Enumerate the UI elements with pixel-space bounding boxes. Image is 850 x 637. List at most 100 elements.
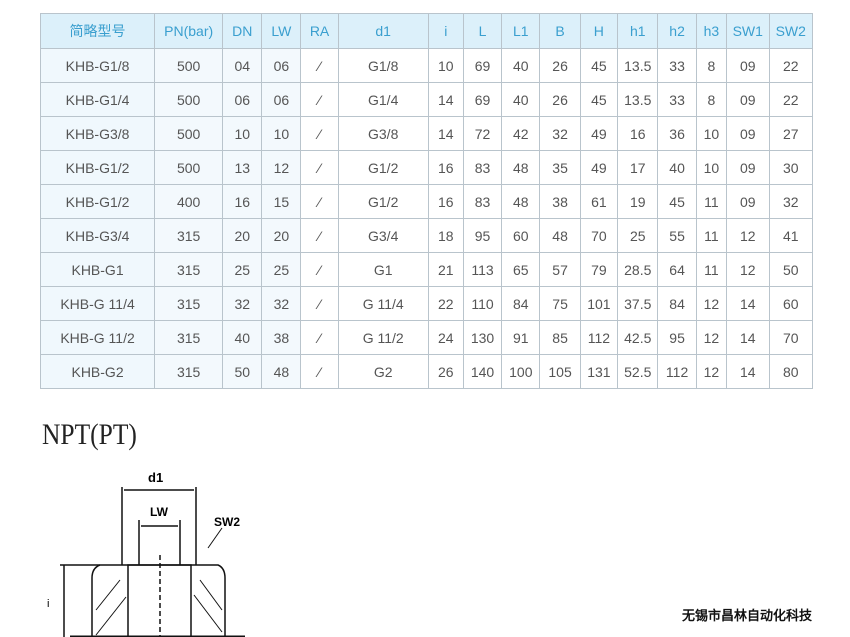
table-cell: 85 [539, 320, 581, 355]
table-cell: 500 [154, 82, 224, 117]
table-cell: 315 [154, 320, 224, 355]
table-cell: 09 [726, 150, 770, 185]
table-cell: 140 [462, 354, 503, 389]
table-cell: 14 [726, 286, 770, 321]
table-cell: 12 [695, 320, 728, 355]
table-cell: 14 [726, 320, 770, 355]
column-header: i [427, 13, 464, 49]
table-cell: 315 [154, 252, 224, 287]
table-cell: 84 [657, 286, 697, 321]
table-cell: 100 [501, 354, 541, 389]
table-cell: KHB-G1/2 [39, 184, 156, 219]
table-cell: 105 [539, 354, 581, 389]
lw-label: LW [150, 505, 169, 519]
table-cell: 09 [726, 184, 770, 219]
table-cell: 33 [657, 82, 697, 117]
table-cell: 04 [222, 48, 263, 83]
table-cell: 25 [617, 218, 659, 253]
table-cell: 65 [501, 252, 541, 287]
column-header: h3 [695, 13, 728, 49]
table-cell: 315 [154, 218, 224, 253]
table-cell: 19 [617, 184, 659, 219]
table-cell: ⁄ [300, 150, 339, 185]
table-cell: 12 [695, 354, 728, 389]
table-cell: G 11/2 [337, 320, 429, 355]
table-cell: ⁄ [300, 116, 339, 151]
table-cell: 50 [222, 354, 263, 389]
table-cell: 45 [579, 82, 619, 117]
table-cell: 40 [222, 320, 263, 355]
table-cell: 48 [501, 184, 541, 219]
column-header: d1 [337, 13, 429, 49]
table-cell: 12 [726, 252, 770, 287]
table-row: KHB-G1/2 500 13 12 ⁄ G1/2 16 83 48 35 49 17 40 10 09 30 [39, 150, 813, 185]
table-cell: 14 [726, 354, 770, 389]
table-row: KHB-G1/2 400 16 15 ⁄ G1/2 16 83 48 38 61 19 45 11 09 32 [39, 184, 813, 219]
table-cell: 10 [695, 116, 728, 151]
table-cell: 11 [695, 218, 728, 253]
table-cell: 61 [579, 184, 619, 219]
table-cell: 18 [427, 218, 464, 253]
table-cell: 12 [726, 218, 770, 253]
table-cell: 55 [657, 218, 697, 253]
table-cell: 17 [617, 150, 659, 185]
table-cell: 91 [501, 320, 541, 355]
column-header: SW1 [726, 13, 770, 49]
table-cell: 06 [222, 82, 263, 117]
table-cell: G3/8 [337, 116, 429, 151]
table-cell: 20 [222, 218, 263, 253]
table-cell: G1/4 [337, 82, 429, 117]
table-cell: 49 [579, 150, 619, 185]
table-cell: 84 [501, 286, 541, 321]
table-cell: 16 [617, 116, 659, 151]
table-cell: 14 [427, 82, 464, 117]
section-title: NPT(PT) [42, 418, 137, 451]
column-header: RA [300, 13, 339, 49]
table-cell: G1 [337, 252, 429, 287]
table-cell: 40 [501, 48, 541, 83]
table-cell: ⁄ [300, 252, 339, 287]
table-cell: 21 [427, 252, 464, 287]
table-row: KHB-G2 315 50 48 ⁄ G2 26 140 100 105 131 52.5 112 12 1… [39, 354, 813, 389]
table-cell: 14 [427, 116, 464, 151]
table-row: KHB-G1 315 25 25 ⁄ G1 21 113 65 57 79 28.5 64 11 12 50 [39, 252, 813, 287]
table-cell: 79 [579, 252, 619, 287]
table-cell: ⁄ [300, 286, 339, 321]
table-cell: 45 [579, 48, 619, 83]
table-cell: 400 [154, 184, 224, 219]
table-cell: KHB-G2 [39, 354, 156, 389]
table-cell: 8 [695, 82, 728, 117]
table-cell: 48 [261, 354, 302, 389]
table-cell: 130 [462, 320, 503, 355]
table-cell: KHB-G3/4 [39, 218, 156, 253]
column-header: h1 [617, 13, 659, 49]
column-header: 简略型号 [39, 13, 156, 49]
table-cell: 16 [427, 184, 464, 219]
table-cell: 33 [657, 48, 697, 83]
table-cell: ⁄ [300, 184, 339, 219]
table-cell: G1/2 [337, 184, 429, 219]
table-cell: 69 [462, 48, 503, 83]
table-cell: 101 [579, 286, 619, 321]
table-cell: KHB-G 11/4 [39, 286, 156, 321]
table-cell: 26 [539, 48, 581, 83]
table-row: KHB-G3/8 500 10 10 ⁄ G3/8 14 72 42 32 49 16 36 10 09 27 [39, 116, 813, 151]
table-cell: KHB-G 11/2 [39, 320, 156, 355]
table-cell: ⁄ [300, 48, 339, 83]
table-cell: 11 [695, 252, 728, 287]
column-header: PN(bar) [154, 13, 224, 49]
table-cell: 24 [427, 320, 464, 355]
table-cell: 25 [222, 252, 263, 287]
company-name: 无锡市昌林自动化科技 [682, 608, 813, 623]
table-cell: 10 [261, 116, 302, 151]
table-cell: 83 [462, 184, 503, 219]
table-cell: 28.5 [617, 252, 659, 287]
table-cell: 06 [261, 82, 302, 117]
table-cell: 75 [539, 286, 581, 321]
table-cell: 42.5 [617, 320, 659, 355]
table-cell: 10 [695, 150, 728, 185]
table-cell: 16 [222, 184, 263, 219]
table-cell: 49 [579, 116, 619, 151]
table-cell: 13 [222, 150, 263, 185]
